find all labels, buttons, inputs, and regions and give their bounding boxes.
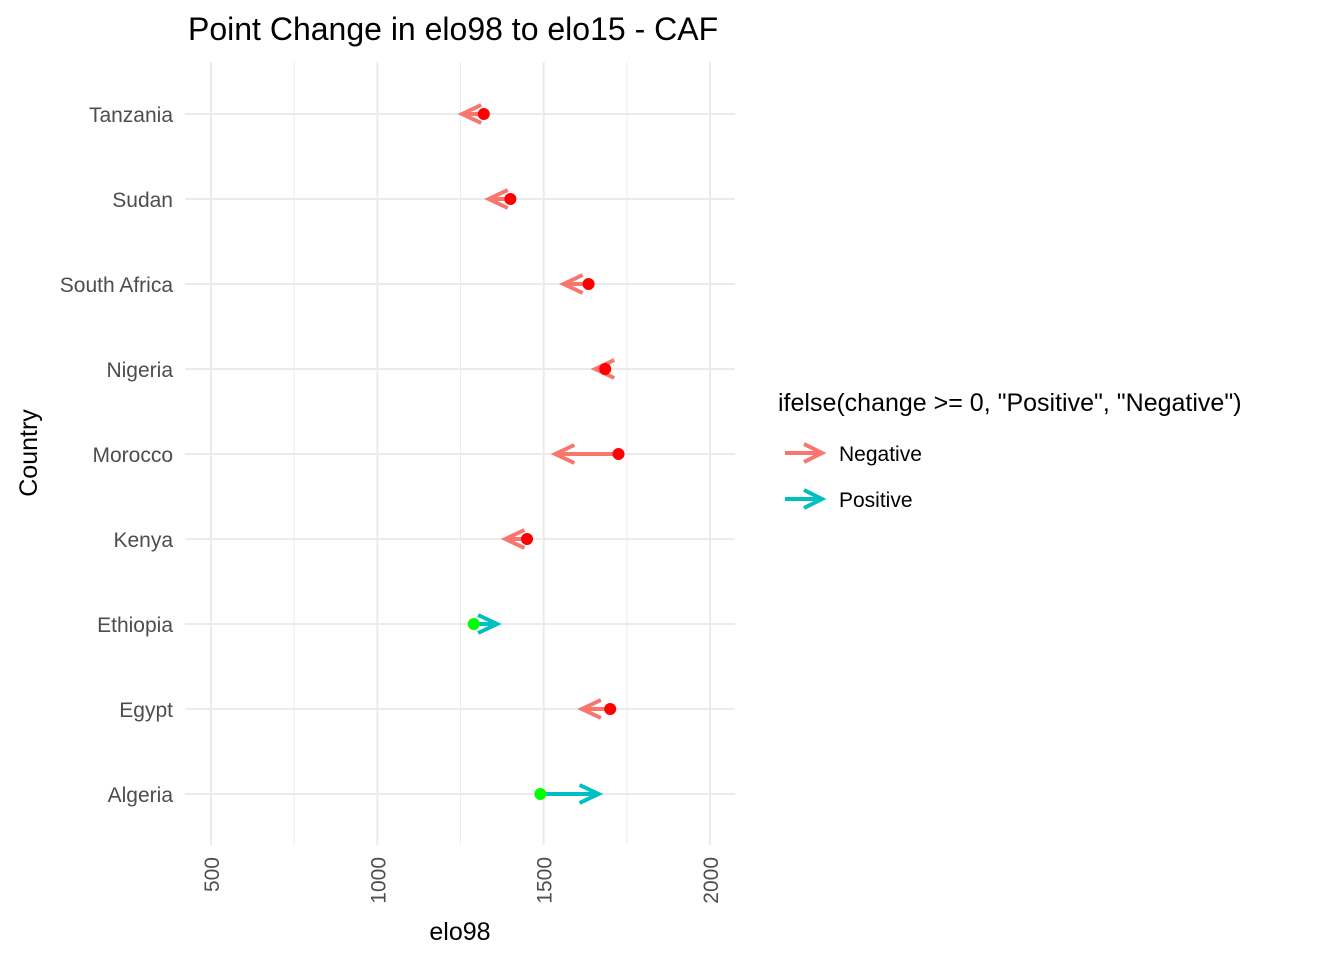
elo98-point	[521, 533, 534, 545]
change-arrow-head	[477, 613, 502, 635]
arrow-mark-sudan	[484, 188, 517, 210]
change-arrow-head	[577, 698, 602, 720]
change-arrow-head	[484, 188, 509, 210]
elo98-point	[534, 788, 547, 800]
y-tick-label: South Africa	[60, 274, 174, 297]
change-arrow-head	[500, 528, 526, 550]
y-tick-label: Tanzania	[89, 104, 173, 127]
x-axis-title: elo98	[429, 918, 490, 946]
arrow-mark-algeria	[534, 783, 604, 805]
grid	[185, 62, 735, 845]
legend-arrow-head-icon	[803, 442, 827, 464]
arrow-mark-tanzania	[457, 103, 490, 125]
y-tick-label: Nigeria	[106, 359, 173, 382]
x-axis-tick-labels: 500 1000 1500 2000	[201, 857, 723, 904]
legend-label: Positive	[839, 489, 913, 512]
elo98-point	[582, 278, 595, 290]
legend-arrow-head-icon	[803, 488, 827, 510]
arrow-mark-nigeria	[590, 358, 616, 380]
elo98-point	[504, 193, 517, 205]
change-arrow-head	[550, 443, 576, 465]
elo98-point	[599, 363, 612, 375]
elo98-point	[467, 618, 480, 630]
elo98-point	[604, 703, 617, 715]
y-axis-title: Country	[15, 409, 43, 497]
arrow-mark-morocco	[550, 443, 625, 465]
x-tick-label: 1000	[367, 857, 390, 904]
y-tick-label: Kenya	[113, 529, 173, 552]
arrow-mark-ethiopia	[467, 613, 502, 635]
y-tick-label: Sudan	[112, 189, 173, 212]
legend-label: Negative	[839, 443, 922, 466]
change-arrow-head	[457, 103, 483, 125]
elo98-point	[612, 448, 625, 460]
y-tick-label: Morocco	[92, 444, 173, 467]
legend: ifelse(change >= 0, "Positive", "Negativ…	[778, 389, 1242, 512]
y-tick-label: Ethiopia	[97, 614, 173, 637]
arrow-mark-kenya	[500, 528, 534, 550]
y-tick-label: Algeria	[108, 784, 174, 807]
change-arrow-head	[590, 358, 616, 380]
elo98-point	[477, 108, 490, 120]
y-axis-tick-labels: Algeria Egypt Ethiopia Kenya Morocco Nigeria S…	[60, 104, 174, 807]
legend-item-negative: Negative	[785, 442, 922, 466]
change-arrow-head	[558, 273, 584, 295]
arrow-mark-egypt	[577, 698, 617, 720]
legend-title: ifelse(change >= 0, "Positive", "Negativ…	[778, 389, 1242, 417]
change-arrow-head	[578, 783, 604, 805]
x-tick-label: 2000	[700, 857, 723, 904]
y-tick-label: Egypt	[119, 699, 173, 722]
x-tick-label: 500	[201, 857, 224, 892]
x-tick-label: 1500	[534, 857, 557, 904]
legend-item-positive: Positive	[785, 488, 913, 512]
chart-title: Point Change in elo98 to elo15 - CAF	[188, 11, 718, 47]
legend-items: Negative Positive	[785, 442, 922, 512]
data-marks	[457, 103, 625, 805]
arrow-mark-south-africa	[558, 273, 595, 295]
